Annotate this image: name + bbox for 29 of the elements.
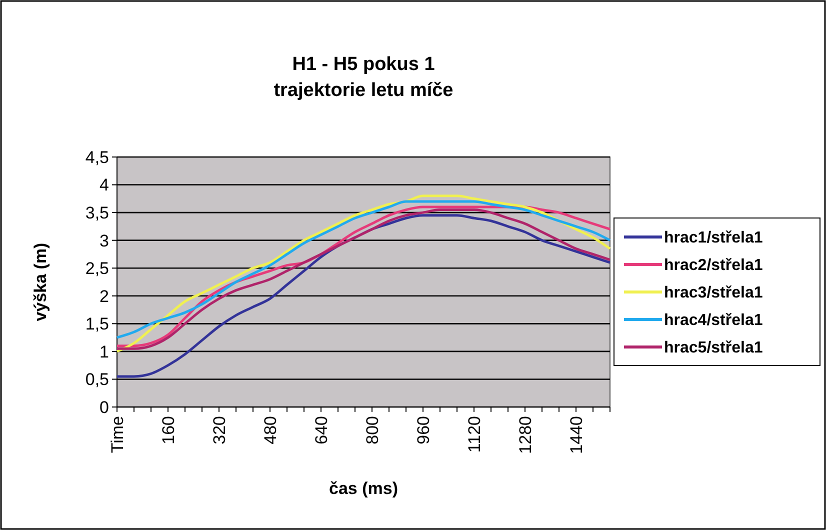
x-tick-label: 1120 — [464, 416, 484, 453]
legend-label: hrac2/střela1 — [664, 257, 763, 274]
y-tick-label: 4,5 — [85, 148, 109, 167]
x-axis-title: čas (ms) — [329, 479, 398, 498]
x-tick-label: 160 — [158, 416, 178, 444]
y-tick-label: 1 — [100, 342, 109, 362]
y-tick-label: 4 — [100, 176, 109, 195]
y-tick-label: 0 — [100, 398, 109, 417]
y-tick-label: 2,5 — [85, 259, 109, 278]
x-tick-label: 800 — [362, 416, 382, 444]
x-tick-label: 1440 — [566, 416, 586, 454]
chart-title: H1 - H5 pokus 1 — [292, 54, 436, 75]
y-tick-label: 3,5 — [85, 204, 109, 223]
y-tick-label: 0,5 — [85, 370, 109, 390]
legend-label: hrac3/střela1 — [664, 284, 763, 302]
y-tick-label: 2 — [100, 286, 109, 306]
x-tick-label: 640 — [312, 416, 331, 444]
x-tick-label: 320 — [210, 416, 229, 444]
legend-label: hrac1/střela1 — [664, 230, 763, 247]
legend-label: hrac5/střela1 — [664, 340, 763, 357]
y-tick-label: 3 — [100, 231, 109, 250]
x-tick-label: Time — [108, 416, 127, 454]
x-tick-label: 480 — [260, 416, 280, 444]
y-tick-label: 1,5 — [85, 314, 109, 334]
y-axis-title: výška (m) — [31, 242, 50, 322]
x-tick-label: 960 — [414, 416, 433, 444]
chart-subtitle: trajektorie letu míče — [274, 80, 454, 101]
x-tick-label: 1280 — [516, 416, 535, 454]
legend-label: hrac4/střela1 — [664, 312, 763, 330]
